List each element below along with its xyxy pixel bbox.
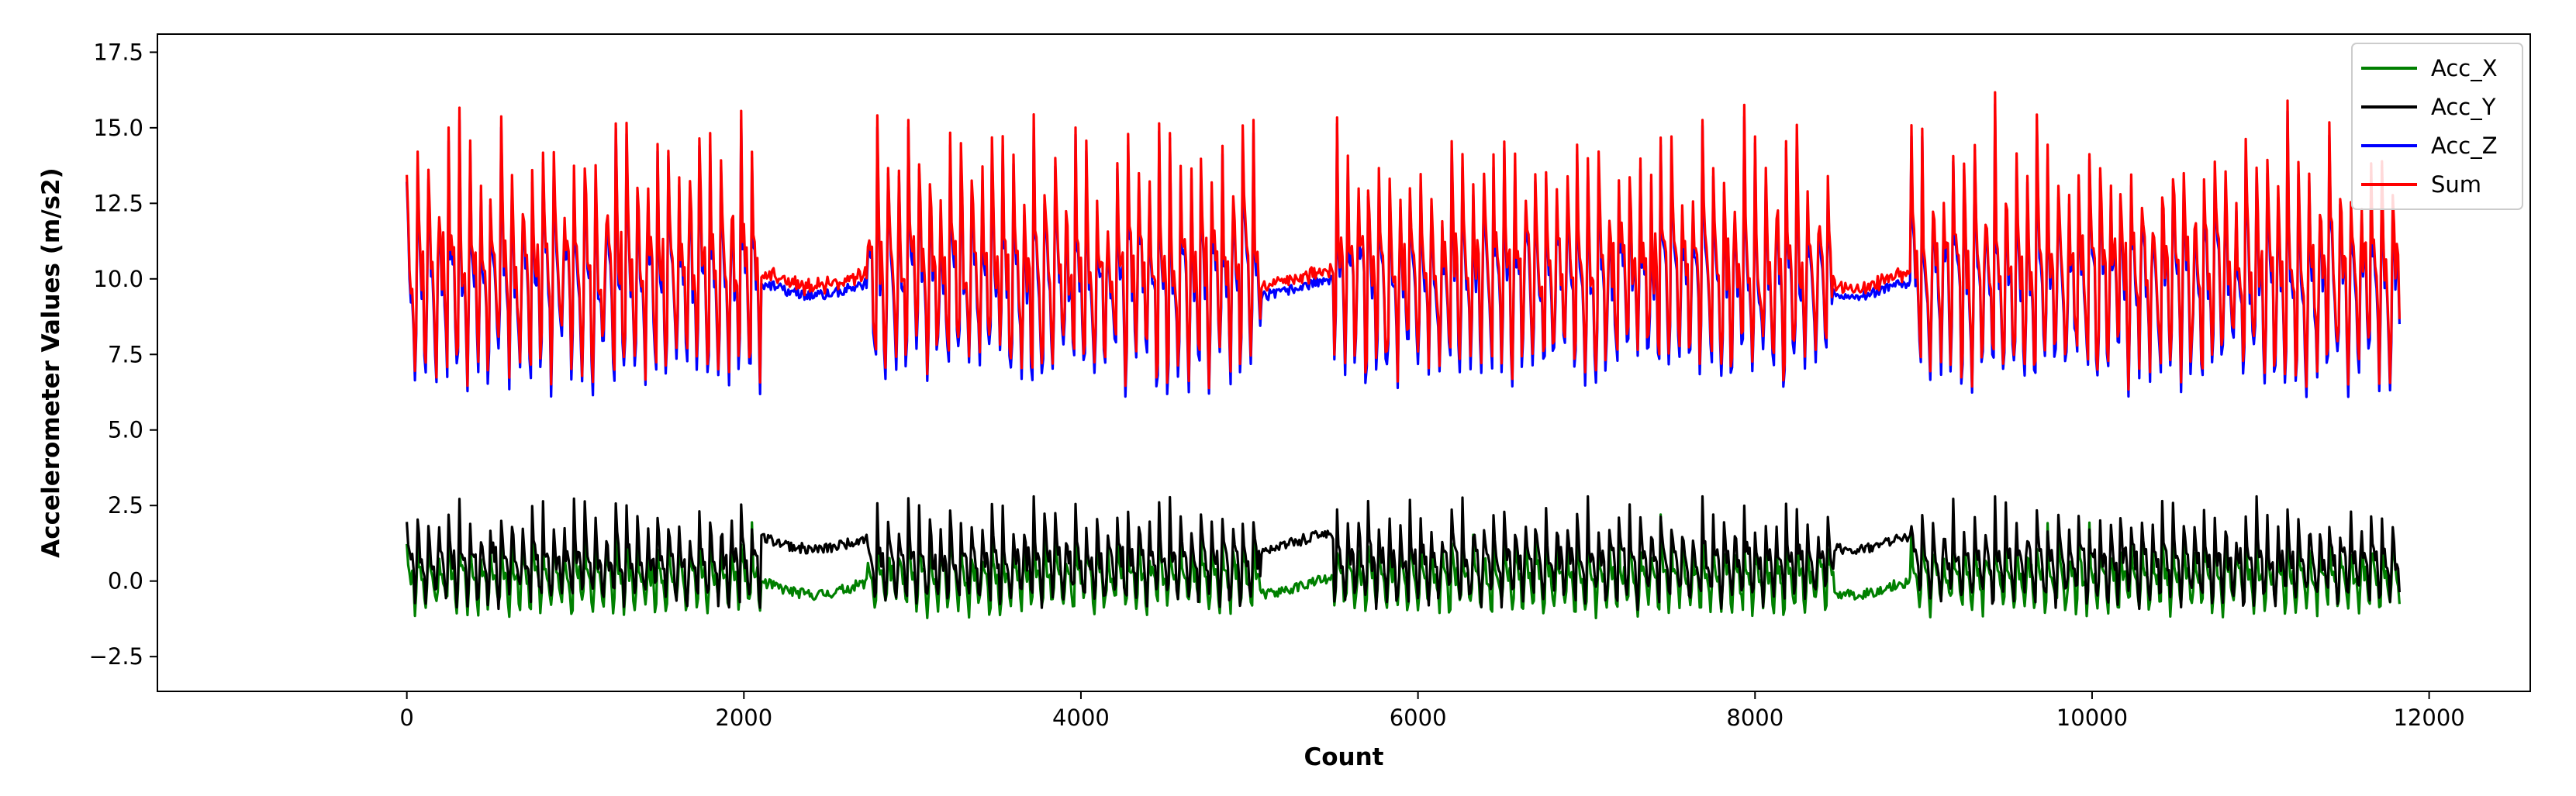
series-line-acc-y <box>406 494 2401 612</box>
x-tick-label: 0 <box>399 705 413 731</box>
y-tick-label: 5.0 <box>108 417 143 443</box>
y-axis: −2.5 0.0 2.5 5.0 7.5 10.0 12.5 15.0 17.5 <box>89 39 157 670</box>
y-tick-label: −2.5 <box>89 643 143 670</box>
x-axis: 0 2000 4000 6000 8000 10000 12000 <box>399 691 2465 731</box>
legend-label: Acc_Z <box>2431 133 2498 159</box>
legend: Acc_X Acc_Y Acc_Z Sum <box>2351 43 2523 210</box>
x-tick-label: 8000 <box>1726 705 1784 731</box>
y-tick-label: 17.5 <box>93 39 143 65</box>
legend-box <box>2351 43 2523 210</box>
y-tick-label: 12.5 <box>93 190 143 216</box>
y-axis-label: Accelerometer Values (m/s2) <box>37 167 65 557</box>
y-tick-label: 2.5 <box>108 492 143 519</box>
legend-label: Acc_Y <box>2431 94 2496 120</box>
y-tick-label: 0.0 <box>108 568 143 594</box>
x-axis-label: Count <box>1304 743 1383 771</box>
legend-label: Acc_X <box>2431 55 2498 81</box>
legend-label: Sum <box>2431 171 2481 198</box>
x-tick-label: 12000 <box>2393 705 2464 731</box>
y-tick-label: 7.5 <box>108 341 143 367</box>
y-tick-label: 15.0 <box>93 115 143 141</box>
series-line-sum <box>406 91 2401 391</box>
x-tick-label: 6000 <box>1390 705 1447 731</box>
y-tick-label: 10.0 <box>93 266 143 292</box>
x-tick-label: 4000 <box>1052 705 1110 731</box>
x-tick-label: 10000 <box>2056 705 2128 731</box>
x-tick-label: 2000 <box>715 705 772 731</box>
series-layer <box>406 91 2401 619</box>
plot-frame <box>157 33 2531 692</box>
